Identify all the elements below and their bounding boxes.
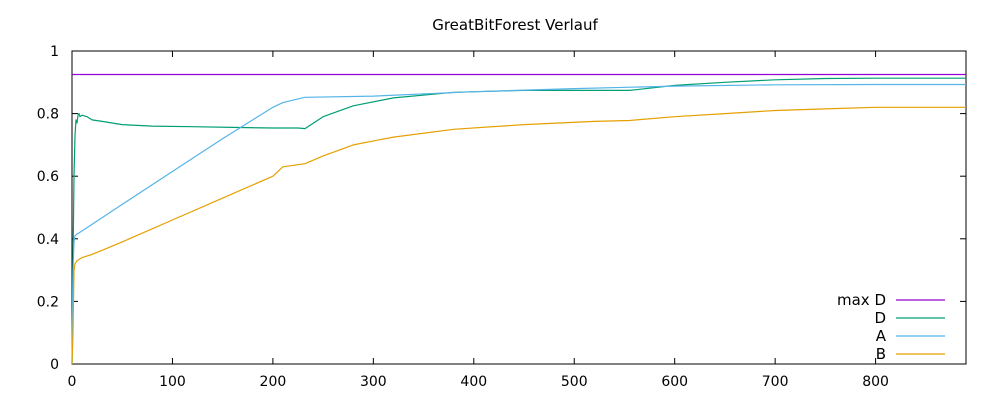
y-tick-label: 0.6	[37, 169, 59, 185]
series-line-4	[71, 106, 966, 365]
x-tick-label: 500	[561, 374, 588, 390]
legend-label: A	[876, 327, 887, 345]
legend-label: max D	[837, 291, 886, 309]
series-lines	[71, 73, 966, 365]
x-tick-label: 700	[762, 374, 789, 390]
series-line-2	[71, 77, 966, 365]
x-tick-label: 0	[68, 374, 77, 390]
y-tick-label: 0	[50, 357, 59, 373]
x-tick-label: 800	[862, 374, 889, 390]
x-tick-label: 100	[159, 374, 186, 390]
y-tick-label: 0.2	[37, 294, 59, 310]
y-tick-label: 0.8	[37, 107, 59, 123]
x-tick-label: 400	[460, 374, 487, 390]
y-tick-label: 1	[50, 44, 59, 60]
legend-label: B	[876, 345, 886, 363]
x-tick-label: 300	[360, 374, 387, 390]
x-tick-label: 600	[661, 374, 688, 390]
x-tick-label: 200	[260, 374, 287, 390]
plot-frame	[71, 50, 967, 365]
series-line-3	[71, 83, 966, 365]
chart-title: GreatBitForest Verlauf	[432, 16, 598, 34]
legend-label: D	[874, 309, 886, 327]
axes: 0 100 200 300 400 500 600 700 800 0 0.2 0.4 0.6 0.8 1	[37, 44, 967, 390]
y-tick-label: 0.4	[37, 232, 59, 248]
